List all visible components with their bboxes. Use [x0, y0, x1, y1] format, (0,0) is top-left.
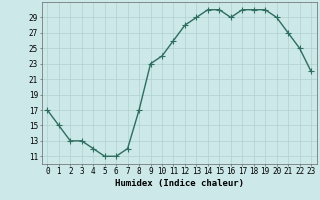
- X-axis label: Humidex (Indice chaleur): Humidex (Indice chaleur): [115, 179, 244, 188]
